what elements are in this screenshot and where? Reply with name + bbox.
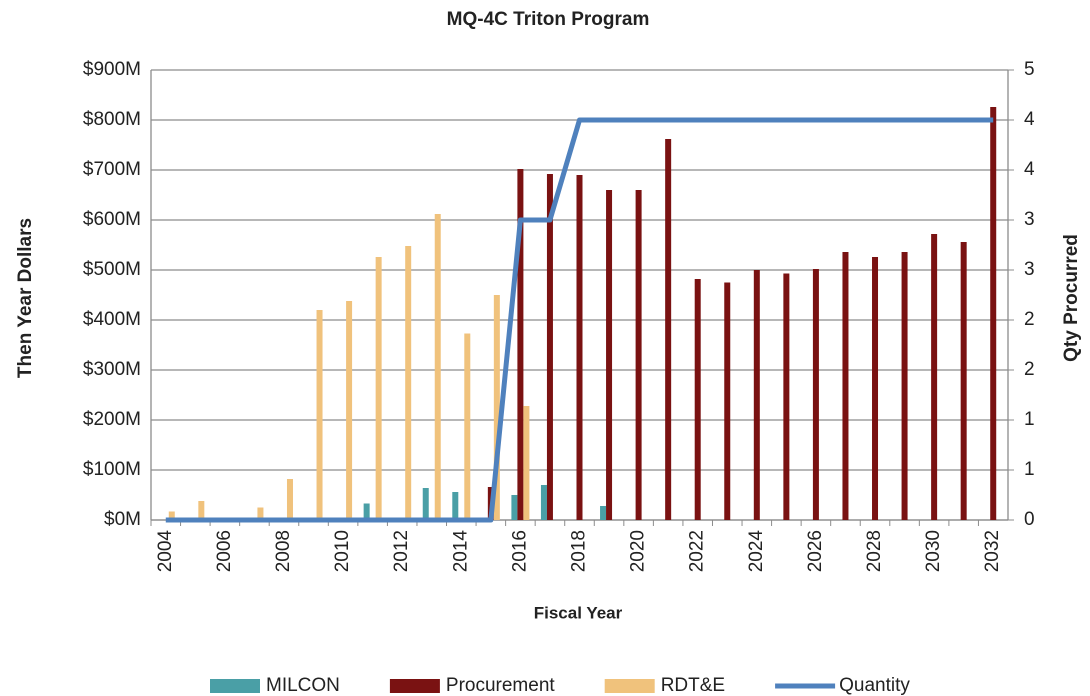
x-tick-label: 2030 bbox=[923, 530, 944, 572]
bar bbox=[316, 310, 323, 520]
y-tick-label: $900M bbox=[83, 59, 141, 80]
y2-tick-label: 3 bbox=[1024, 259, 1035, 280]
bar bbox=[931, 234, 938, 520]
y-tick-label: $800M bbox=[83, 109, 141, 130]
legend-label: MILCON bbox=[266, 675, 340, 696]
x-tick-label: 2014 bbox=[450, 530, 471, 573]
y2-tick-label: 4 bbox=[1024, 159, 1035, 180]
y-axis-title: Then Year Dollars bbox=[15, 218, 36, 378]
bar bbox=[405, 246, 412, 520]
bar bbox=[493, 295, 500, 520]
bar bbox=[286, 479, 293, 520]
bar bbox=[168, 511, 175, 520]
bar bbox=[990, 107, 997, 520]
bar bbox=[546, 174, 553, 520]
y2-tick-label: 2 bbox=[1024, 359, 1035, 380]
bar bbox=[375, 257, 382, 520]
bar bbox=[901, 252, 908, 520]
bar bbox=[783, 273, 790, 520]
bar bbox=[540, 485, 547, 520]
x-tick-label: 2012 bbox=[391, 530, 412, 572]
bar bbox=[257, 507, 264, 520]
bar bbox=[753, 270, 760, 520]
bar bbox=[422, 488, 429, 520]
x-tick-label: 2008 bbox=[273, 530, 294, 572]
y2-tick-label: 0 bbox=[1024, 509, 1035, 530]
bar bbox=[452, 492, 459, 520]
x-tick-label: 2028 bbox=[864, 530, 885, 572]
y2-tick-label: 1 bbox=[1024, 459, 1035, 480]
y-tick-label: $300M bbox=[83, 359, 141, 380]
y2-tick-label: 4 bbox=[1024, 109, 1035, 130]
y-tick-label: $500M bbox=[83, 259, 141, 280]
y-tick-label: $700M bbox=[83, 159, 141, 180]
bar bbox=[872, 257, 879, 520]
y2-axis-title: Qty Procurred bbox=[1061, 234, 1082, 362]
bar bbox=[576, 175, 583, 520]
x-tick-label: 2032 bbox=[982, 530, 1003, 572]
legend-swatch bbox=[604, 679, 655, 693]
x-axis-title: Fiscal Year bbox=[534, 603, 623, 622]
y2-tick-label: 2 bbox=[1024, 309, 1035, 330]
bar bbox=[434, 214, 441, 520]
bar bbox=[960, 242, 967, 520]
x-tick-label: 2026 bbox=[805, 530, 826, 572]
bar bbox=[517, 169, 524, 520]
x-tick-label: 2022 bbox=[687, 530, 708, 572]
y2-tick-label: 3 bbox=[1024, 209, 1035, 230]
x-tick-label: 2024 bbox=[746, 530, 767, 573]
x-tick-label: 2020 bbox=[628, 530, 649, 572]
bar bbox=[606, 190, 613, 520]
bar bbox=[523, 406, 530, 520]
bar bbox=[665, 139, 672, 520]
line bbox=[165, 117, 994, 523]
y-tick-label: $0M bbox=[104, 509, 141, 530]
y-tick-label: $200M bbox=[83, 409, 141, 430]
bar bbox=[724, 282, 731, 520]
chart-title: MQ-4C Triton Program bbox=[447, 9, 650, 30]
x-tick-label: 2010 bbox=[332, 530, 353, 572]
bar bbox=[694, 279, 701, 520]
bar bbox=[635, 190, 642, 520]
bar bbox=[511, 495, 518, 520]
x-tick-label: 2004 bbox=[155, 530, 176, 573]
y2-tick-label: 5 bbox=[1024, 59, 1035, 80]
legend-label: Quantity bbox=[839, 675, 910, 696]
bar bbox=[464, 333, 471, 520]
y-tick-label: $600M bbox=[83, 209, 141, 230]
y2-tick-label: 1 bbox=[1024, 409, 1035, 430]
bar bbox=[346, 301, 353, 520]
y-tick-label: $100M bbox=[83, 459, 141, 480]
bar bbox=[812, 269, 819, 520]
bar bbox=[198, 501, 205, 520]
x-tick-label: 2016 bbox=[509, 530, 530, 572]
y-tick-label: $400M bbox=[83, 309, 141, 330]
bar bbox=[363, 503, 370, 520]
legend-swatch bbox=[210, 679, 260, 693]
bar bbox=[600, 506, 607, 520]
legend-label: RDT&E bbox=[661, 675, 725, 696]
x-tick-label: 2018 bbox=[569, 530, 590, 572]
legend-swatch bbox=[389, 679, 440, 693]
legend-label: Procurement bbox=[446, 675, 555, 696]
x-tick-label: 2006 bbox=[214, 530, 235, 572]
bar bbox=[842, 252, 849, 520]
